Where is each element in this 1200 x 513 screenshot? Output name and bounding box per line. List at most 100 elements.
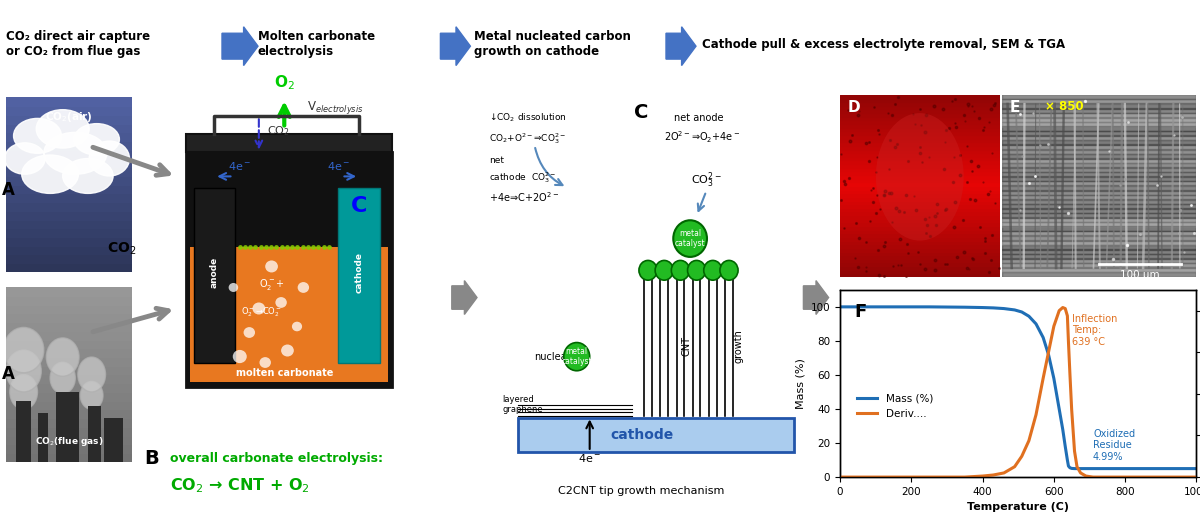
Text: overall carbonate electrolysis:: overall carbonate electrolysis: bbox=[170, 452, 383, 465]
Bar bbox=[1002, 176, 1196, 182]
Bar bbox=[6, 453, 132, 462]
X-axis label: Temperature (C): Temperature (C) bbox=[967, 502, 1069, 512]
Text: CO₂ direct air capture
or CO₂ from flue gas: CO₂ direct air capture or CO₂ from flue … bbox=[6, 30, 150, 58]
Text: C: C bbox=[350, 196, 367, 216]
Bar bbox=[1002, 204, 1196, 209]
Text: net: net bbox=[490, 156, 504, 165]
Ellipse shape bbox=[876, 113, 964, 241]
Bar bbox=[840, 222, 1000, 226]
Bar bbox=[1002, 104, 1196, 109]
Deriv.... bbox=[1058, 305, 1073, 311]
Deriv.... bbox=[851, 474, 865, 480]
Mass (%) bbox=[851, 304, 865, 310]
Circle shape bbox=[564, 343, 589, 371]
Bar bbox=[840, 142, 1000, 146]
Mass (%) bbox=[1171, 465, 1186, 471]
Ellipse shape bbox=[6, 350, 41, 392]
Mass (%) bbox=[1111, 465, 1126, 471]
Circle shape bbox=[688, 261, 706, 280]
Mass (%) bbox=[1036, 334, 1050, 341]
Bar bbox=[1002, 218, 1196, 223]
Text: F: F bbox=[854, 303, 866, 321]
Mass (%) bbox=[1064, 465, 1079, 471]
Bar bbox=[1002, 172, 1196, 177]
Bar bbox=[840, 153, 1000, 157]
Bar bbox=[1002, 163, 1196, 168]
Text: cathode: cathode bbox=[610, 428, 673, 442]
Bar bbox=[6, 287, 132, 296]
Bar bbox=[840, 207, 1000, 211]
Text: cathode: cathode bbox=[354, 252, 364, 293]
Mass (%) bbox=[1073, 465, 1087, 471]
Bar bbox=[1002, 226, 1196, 231]
Text: Metal nucleated carbon
growth on cathode: Metal nucleated carbon growth on cathode bbox=[474, 30, 631, 58]
Bar bbox=[840, 171, 1000, 175]
Bar bbox=[1002, 126, 1196, 131]
Bar bbox=[1002, 94, 1196, 100]
Bar bbox=[1002, 231, 1196, 236]
Text: Molten carbonate
electrolysis: Molten carbonate electrolysis bbox=[258, 30, 376, 58]
Bar bbox=[6, 366, 132, 374]
Bar bbox=[840, 240, 1000, 244]
Mass (%) bbox=[976, 305, 990, 311]
Bar bbox=[37, 413, 48, 462]
Ellipse shape bbox=[62, 159, 113, 193]
Bar bbox=[1002, 140, 1196, 145]
Mass (%) bbox=[904, 304, 918, 310]
Text: Cathode pull & excess electrolyte removal, SEM & TGA: Cathode pull & excess electrolyte remova… bbox=[702, 38, 1066, 51]
Bar bbox=[6, 263, 132, 272]
Mass (%) bbox=[1021, 313, 1036, 319]
Mass (%) bbox=[997, 306, 1012, 312]
Bar bbox=[6, 427, 132, 436]
Bar bbox=[6, 409, 132, 418]
Bar bbox=[840, 255, 1000, 259]
Mass (%) bbox=[1189, 465, 1200, 471]
Y-axis label: Mass (%): Mass (%) bbox=[796, 358, 805, 409]
Bar bbox=[1002, 135, 1196, 141]
Ellipse shape bbox=[89, 141, 130, 176]
Bar bbox=[6, 211, 132, 220]
Deriv.... bbox=[1008, 464, 1022, 470]
Ellipse shape bbox=[80, 382, 103, 409]
Bar bbox=[6, 357, 132, 366]
Bar bbox=[1002, 240, 1196, 245]
Text: A: A bbox=[2, 181, 16, 199]
Text: Inflection
Temp:
639 °C: Inflection Temp: 639 °C bbox=[1072, 314, 1117, 347]
Bar bbox=[840, 146, 1000, 150]
Deriv.... bbox=[1070, 464, 1085, 470]
Mass (%) bbox=[1042, 351, 1056, 358]
Ellipse shape bbox=[10, 374, 37, 409]
Bar bbox=[1002, 122, 1196, 127]
Deriv.... bbox=[1021, 438, 1036, 444]
Text: C: C bbox=[635, 103, 649, 122]
Mass (%) bbox=[1097, 465, 1111, 471]
Bar bbox=[840, 106, 1000, 109]
Circle shape bbox=[655, 261, 673, 280]
Ellipse shape bbox=[13, 119, 61, 153]
Deriv.... bbox=[1171, 474, 1186, 480]
Mass (%) bbox=[1070, 465, 1085, 471]
Deriv.... bbox=[922, 474, 936, 480]
Mass (%) bbox=[1056, 426, 1070, 432]
Mass (%) bbox=[986, 305, 1001, 311]
Bar bbox=[186, 134, 392, 152]
Deriv.... bbox=[1056, 304, 1070, 310]
Text: 4e$^-$: 4e$^-$ bbox=[326, 161, 350, 172]
Ellipse shape bbox=[78, 357, 106, 392]
Deriv.... bbox=[1079, 473, 1093, 479]
Text: net anode: net anode bbox=[674, 112, 724, 123]
Text: V$_{electrolysis}$: V$_{electrolysis}$ bbox=[306, 99, 364, 116]
Bar bbox=[88, 406, 101, 462]
Circle shape bbox=[244, 327, 256, 338]
Bar bbox=[6, 150, 132, 159]
Bar bbox=[338, 188, 379, 363]
Bar bbox=[840, 226, 1000, 230]
Deriv.... bbox=[1111, 474, 1126, 480]
Mass (%) bbox=[958, 304, 972, 310]
Text: Oxidized
Residue
4.99%: Oxidized Residue 4.99% bbox=[1093, 428, 1135, 462]
Bar bbox=[6, 237, 132, 246]
Text: ↓CO$_2$ dissolution: ↓CO$_2$ dissolution bbox=[490, 111, 568, 124]
Bar bbox=[1002, 258, 1196, 263]
Bar bbox=[840, 102, 1000, 106]
Text: 100 μm: 100 μm bbox=[1121, 270, 1160, 280]
